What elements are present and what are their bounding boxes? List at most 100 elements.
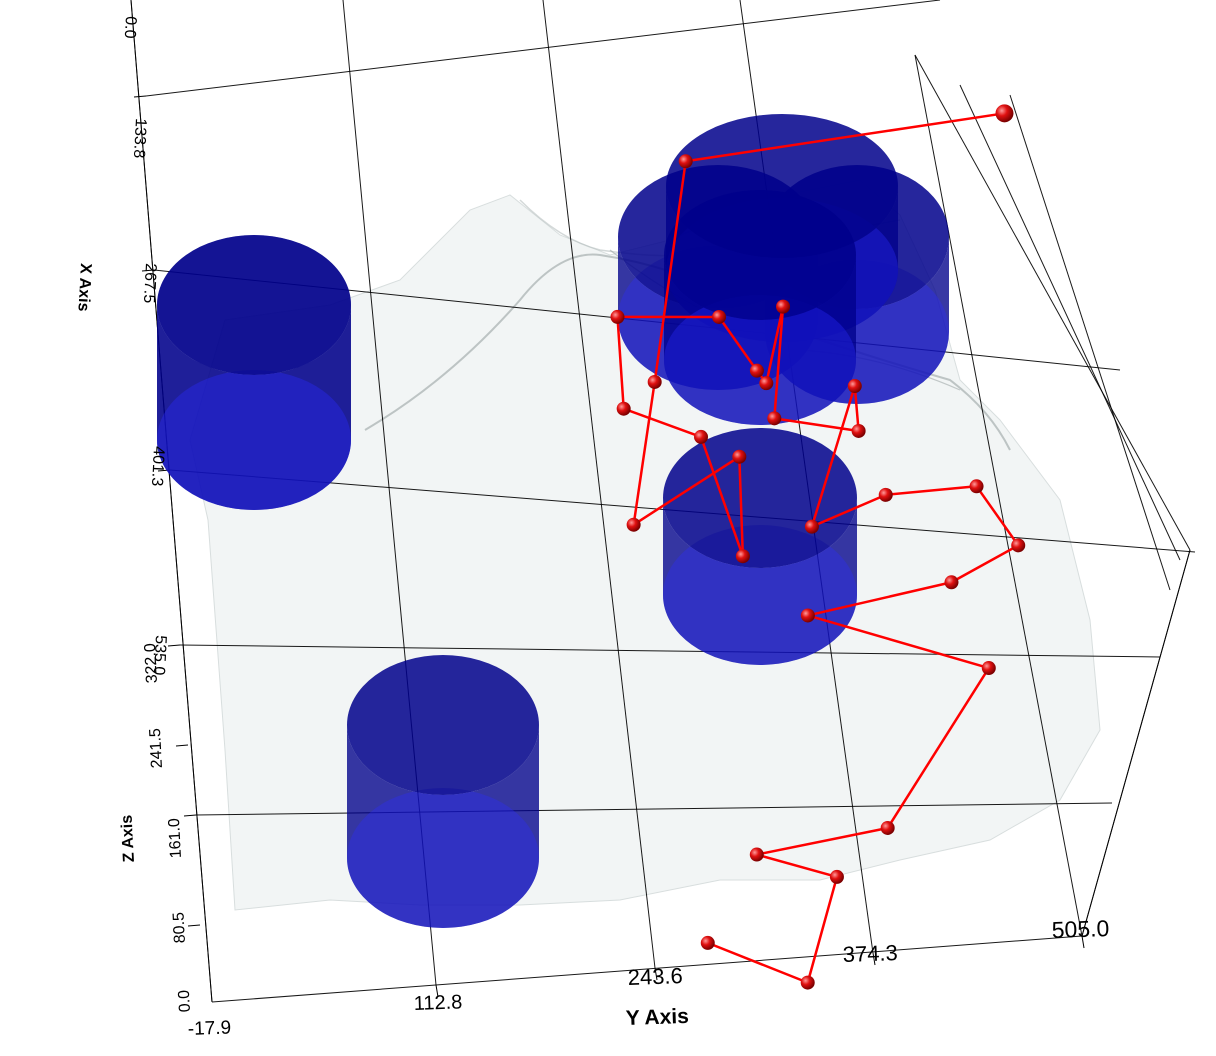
y-axis-title: Y Axis bbox=[625, 1005, 689, 1030]
tick-mark bbox=[167, 644, 181, 647]
cylinder-top-cap bbox=[663, 428, 857, 568]
tick-mark bbox=[1081, 935, 1085, 949]
tick-mark bbox=[187, 924, 201, 927]
waypoint-sphere bbox=[981, 661, 996, 676]
path-segment bbox=[632, 380, 656, 526]
x-tick-label: 535.0 bbox=[150, 635, 169, 676]
tick-mark bbox=[141, 269, 155, 272]
tick-mark bbox=[133, 95, 147, 98]
x-tick-label: 401.3 bbox=[148, 446, 167, 487]
grid-line bbox=[914, 54, 1191, 551]
z-tick-label: 80.5 bbox=[170, 912, 189, 944]
grid-line bbox=[914, 54, 1083, 937]
path-segment bbox=[886, 666, 991, 830]
waypoint-sphere bbox=[700, 935, 715, 950]
path-segment bbox=[765, 305, 785, 385]
cylinder-body bbox=[157, 305, 351, 510]
cylinder-top-cap bbox=[157, 235, 351, 375]
y-axis-tick-labels: -17.9 112.8 243.6 374.3 505.0 bbox=[187, 915, 1109, 1040]
waypoint-sphere bbox=[800, 608, 815, 623]
tick-mark bbox=[654, 967, 658, 981]
cylinder-bottom-cap bbox=[663, 525, 857, 665]
tick-mark bbox=[435, 984, 439, 998]
x-tick-label: 267.5 bbox=[140, 263, 159, 304]
waypoint-sphere bbox=[969, 479, 984, 494]
grid-line bbox=[211, 935, 1083, 1003]
path-segment bbox=[806, 875, 839, 984]
path-segment bbox=[717, 315, 759, 372]
path-segment bbox=[755, 826, 889, 856]
path-waypoints bbox=[610, 104, 1026, 990]
waypoint-sphere bbox=[749, 363, 764, 378]
grid-line bbox=[1081, 549, 1191, 937]
path-segment bbox=[653, 160, 687, 384]
cylinder-bottom-cap bbox=[157, 370, 351, 510]
path-segment bbox=[699, 435, 745, 558]
waypoint-sphere bbox=[759, 376, 774, 391]
waypoint-sphere bbox=[851, 423, 866, 438]
waypoint-sphere bbox=[944, 575, 959, 590]
x-tick-label: 133.8 bbox=[130, 118, 149, 159]
waypoint-sphere bbox=[694, 429, 709, 444]
z-tick-label: 322.0 bbox=[142, 643, 161, 684]
waypoint-sphere bbox=[616, 401, 631, 416]
path-segment bbox=[950, 544, 1020, 584]
y-tick-label: 112.8 bbox=[413, 991, 462, 1015]
path-segment bbox=[806, 614, 991, 670]
grid-line bbox=[1009, 94, 1171, 591]
tick-mark bbox=[872, 952, 876, 966]
obstacle-cylinder bbox=[347, 655, 539, 928]
obstacle-cylinder bbox=[664, 190, 856, 425]
path-segment bbox=[755, 853, 839, 879]
waypoint-sphere bbox=[995, 104, 1014, 123]
waypoint-sphere bbox=[847, 379, 862, 394]
waypoint-sphere bbox=[610, 309, 625, 324]
cylinder-body bbox=[663, 498, 857, 665]
cylinder-bottom-cap bbox=[664, 295, 856, 425]
grid-line bbox=[130, 0, 213, 1003]
x-axis-tick-labels: 0.0 133.8 267.5 401.3 535.0 bbox=[121, 16, 169, 676]
path-segment bbox=[773, 417, 860, 433]
z-axis-tick-labels: 0.0 80.5 161.0 241.5 322.0 bbox=[142, 643, 194, 1013]
path-segment bbox=[810, 384, 857, 528]
y-tick-label: 243.6 bbox=[627, 963, 683, 990]
cylinder-top-cap bbox=[347, 655, 539, 795]
waypoint-sphere bbox=[800, 975, 815, 990]
waypoint-sphere bbox=[626, 517, 641, 532]
path-polyline-group bbox=[616, 112, 1020, 984]
x-tick-label: 0.0 bbox=[121, 16, 139, 39]
grid-line bbox=[145, 0, 941, 97]
waypoint-sphere bbox=[767, 411, 782, 426]
y-tick-label: 374.3 bbox=[842, 940, 898, 967]
waypoint-sphere bbox=[678, 154, 693, 169]
cylinder-bottom-cap bbox=[157, 370, 351, 510]
obstacle-cylinder bbox=[157, 235, 351, 510]
cylinder-body bbox=[664, 255, 856, 425]
tick-mark bbox=[183, 814, 197, 817]
waypoint-sphere bbox=[829, 869, 844, 884]
waypoint-sphere bbox=[712, 309, 727, 324]
waypoint-sphere bbox=[732, 449, 747, 464]
cylinder-top-cap bbox=[157, 235, 351, 375]
waypoint-sphere bbox=[804, 519, 819, 534]
obstacle-cylinder bbox=[157, 235, 351, 510]
cylinder-top-cap bbox=[664, 190, 856, 320]
waypoint-sphere bbox=[749, 847, 764, 862]
grid-line bbox=[959, 84, 1181, 561]
waypoint-sphere bbox=[878, 487, 893, 502]
path-segment bbox=[738, 455, 745, 558]
obstacle-cylinder bbox=[663, 428, 857, 665]
waypoint-sphere bbox=[880, 820, 895, 835]
path-segment bbox=[810, 493, 887, 528]
grid-line bbox=[179, 644, 1161, 658]
path-segment bbox=[684, 112, 1006, 163]
path-segment bbox=[616, 315, 625, 410]
cylinder-body bbox=[157, 305, 351, 510]
path-segment bbox=[853, 384, 860, 433]
y-tick-label: 505.0 bbox=[1051, 915, 1109, 943]
path-segment bbox=[806, 581, 953, 617]
z-tick-label: 0.0 bbox=[176, 989, 194, 1012]
grid-line bbox=[542, 0, 656, 969]
z-axis-title: Z Axis bbox=[119, 814, 138, 862]
